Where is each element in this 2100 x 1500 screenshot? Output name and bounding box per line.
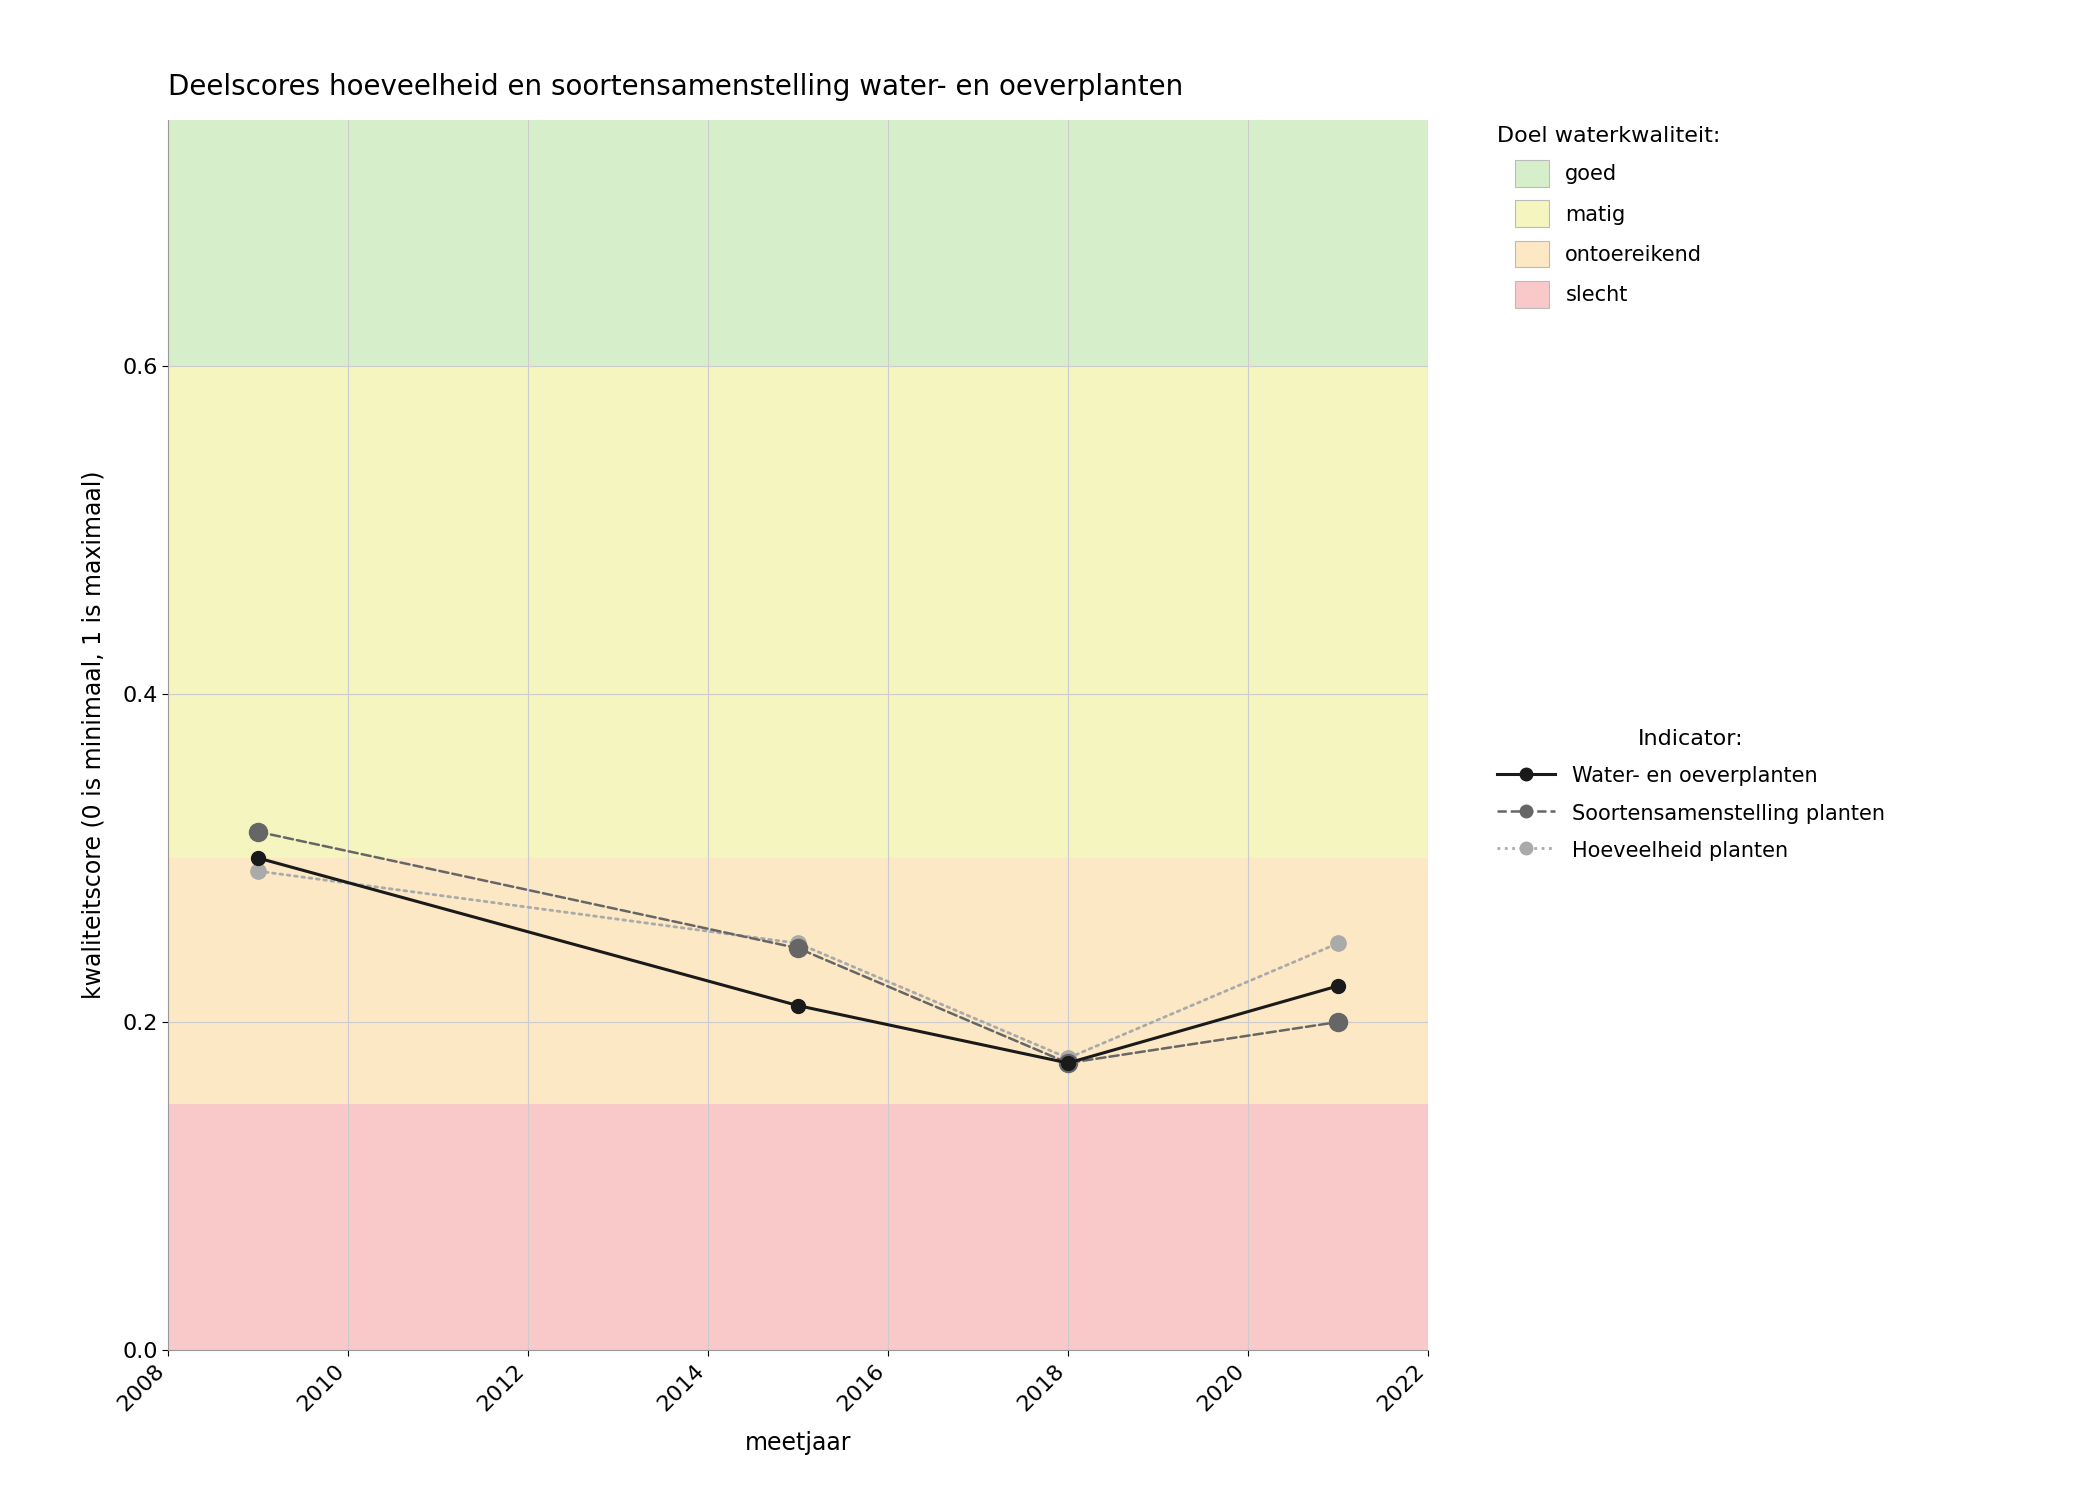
Bar xyxy=(168,366,1428,858)
Bar xyxy=(168,120,1428,366)
Legend: Water- en oeverplanten, Soortensamenstelling planten, Hoeveelheid planten: Water- en oeverplanten, Soortensamenstel… xyxy=(1489,722,1894,870)
Bar xyxy=(168,1104,1428,1350)
Text: Deelscores hoeveelheid en soortensamenstelling water- en oeverplanten: Deelscores hoeveelheid en soortensamenst… xyxy=(168,74,1182,100)
Bar xyxy=(168,858,1428,1104)
X-axis label: meetjaar: meetjaar xyxy=(746,1431,851,1455)
Y-axis label: kwaliteitscore (0 is minimaal, 1 is maximaal): kwaliteitscore (0 is minimaal, 1 is maxi… xyxy=(82,471,105,999)
